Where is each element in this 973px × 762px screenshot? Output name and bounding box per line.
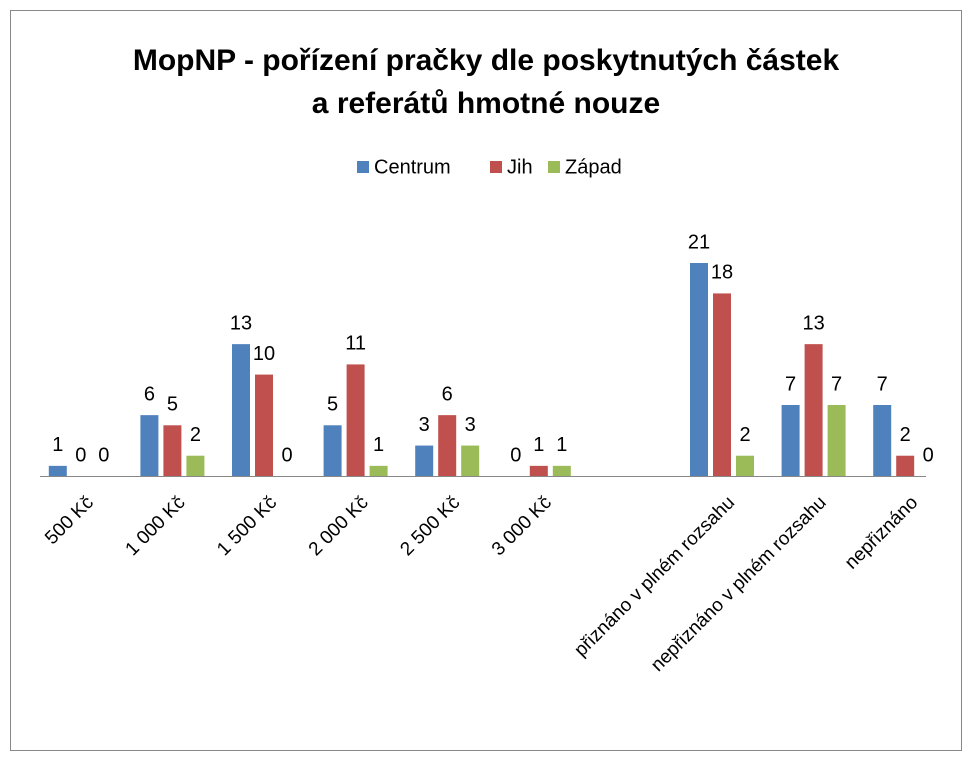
value-label: 7 xyxy=(877,373,888,395)
bar xyxy=(163,425,182,476)
bar xyxy=(552,465,571,476)
bar xyxy=(438,415,457,476)
value-label: 6 xyxy=(442,383,453,405)
value-label: 1 xyxy=(52,434,63,456)
bar xyxy=(140,415,159,476)
value-label: 5 xyxy=(327,394,338,416)
bar xyxy=(781,405,800,476)
value-label: 2 xyxy=(900,424,911,446)
value-label: 1 xyxy=(373,434,384,456)
bar xyxy=(873,405,892,476)
value-label: 13 xyxy=(802,312,824,334)
value-label: 3 xyxy=(465,414,476,436)
value-label: 1 xyxy=(556,434,567,456)
chart-border xyxy=(10,10,962,751)
bar xyxy=(690,263,708,476)
value-label: 0 xyxy=(281,444,292,466)
value-label: 1 xyxy=(533,434,544,456)
bar xyxy=(529,465,548,476)
bar xyxy=(896,455,915,476)
value-label: 21 xyxy=(688,231,710,253)
bar xyxy=(48,465,67,476)
bar xyxy=(346,364,365,476)
bar xyxy=(713,293,731,476)
value-label: 11 xyxy=(345,333,366,355)
bar xyxy=(804,344,823,476)
value-label: 7 xyxy=(831,373,842,395)
value-label: 6 xyxy=(144,383,155,405)
legend-swatch xyxy=(490,161,502,173)
value-label: 13 xyxy=(230,312,252,334)
value-label: 3 xyxy=(419,414,430,436)
bar xyxy=(255,374,273,476)
legend-label: Centrum xyxy=(374,156,451,178)
value-label: 0 xyxy=(98,444,109,466)
legend-label: Západ xyxy=(565,156,622,178)
legend-swatch xyxy=(548,161,560,173)
value-label: 5 xyxy=(167,394,178,416)
bar xyxy=(461,445,480,476)
bar xyxy=(827,405,846,476)
value-label: 0 xyxy=(75,444,86,466)
value-label: 2 xyxy=(739,424,750,446)
bar xyxy=(369,465,388,476)
chart-title: MopNP - pořízení pračky dle poskytnutých… xyxy=(133,44,840,77)
legend-label: Jih xyxy=(507,156,533,178)
bar xyxy=(186,455,205,476)
chart-subtitle: a referátů hmotné nouze xyxy=(312,87,660,120)
value-label: 0 xyxy=(510,444,521,466)
bar xyxy=(323,425,342,476)
value-label: 7 xyxy=(785,373,796,395)
value-label: 18 xyxy=(711,262,733,284)
value-label: 0 xyxy=(923,444,934,466)
bar xyxy=(736,455,754,476)
legend-swatch xyxy=(357,161,369,173)
value-label: 2 xyxy=(190,424,201,446)
value-label: 10 xyxy=(253,343,275,365)
bar xyxy=(232,344,250,476)
bar xyxy=(415,445,434,476)
